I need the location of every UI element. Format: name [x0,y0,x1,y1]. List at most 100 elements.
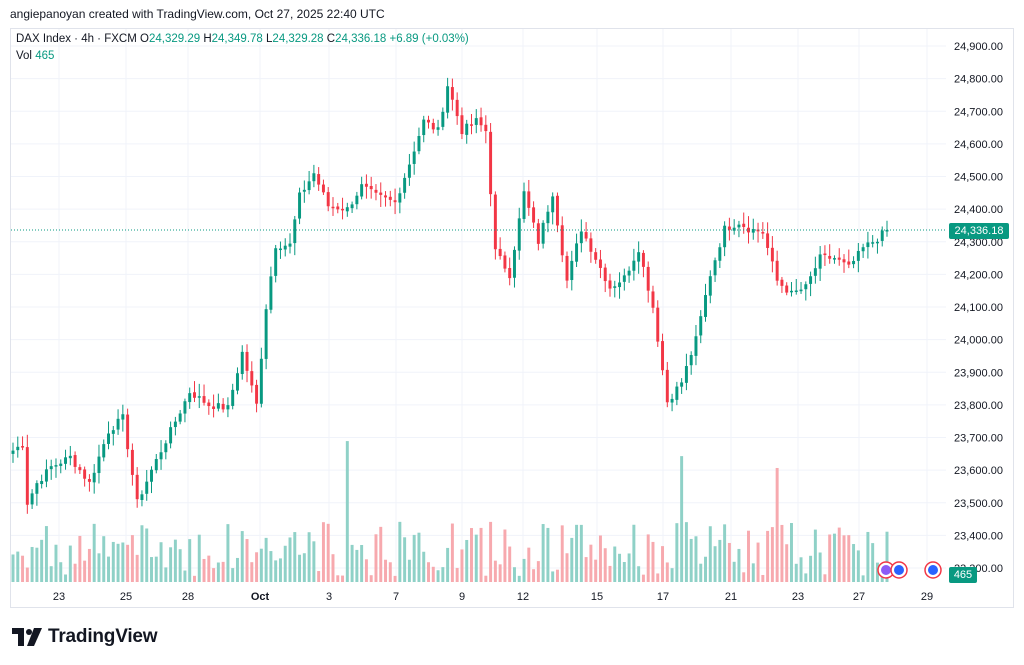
volume-bar [875,562,879,582]
volume-bar [197,534,201,582]
candle-body [584,232,588,239]
volume-bar [761,574,765,582]
candle-body [441,111,445,127]
volume-bar [770,527,774,582]
volume-bar [64,574,68,582]
candle-body [216,403,220,409]
legend-vol-value: 465 [35,50,55,62]
volume-bar [632,524,636,582]
volume-bar [699,563,703,582]
candle-body [694,336,698,356]
candle-body [794,290,798,293]
candle-body [718,247,722,261]
volume-bar [570,537,574,582]
volume-bar [312,541,316,582]
candle-body [790,290,793,293]
legend-close: 24,336.18 [335,33,387,45]
event-marker-dot [881,565,891,575]
volume-bar [718,539,722,582]
volume-bar [594,559,598,582]
volume-bar [255,552,259,582]
volume-bar [813,529,817,582]
candle-body [102,444,106,458]
candle-body [321,184,325,193]
volume-bar [732,561,736,582]
tradingview-logo[interactable]: TradingView [12,626,158,648]
volume-bar [226,524,230,582]
volume-bar [804,573,808,582]
volume-bar [823,574,827,582]
volume-bar [866,531,870,582]
candle-body [92,472,96,483]
volume-bar [737,548,741,582]
candle-body [25,447,29,505]
legend-change: +6.89 (+0.03%) [389,33,469,45]
volume-bar [828,534,832,582]
candle-body [431,122,435,130]
volume-bar [708,526,712,582]
volume-bar [785,544,789,582]
candle-body [450,87,454,100]
candle-body [355,195,359,205]
volume-bar [775,467,779,582]
volume-bar [111,541,115,582]
volume-bar [173,539,177,582]
candle-body [622,275,626,282]
volume-bar [847,535,851,582]
y-tick-label: 24,800.00 [954,74,1003,86]
candle-body [832,258,836,260]
volume-bar [689,538,693,582]
candle-body [880,230,884,241]
candle-body [541,222,545,244]
y-tick-label: 23,600.00 [954,465,1003,477]
volume-bar [474,534,478,582]
volume-bar [837,527,841,582]
x-tick-label: 9 [459,591,465,603]
volume-bar [102,536,106,582]
volume-bar [307,532,311,582]
candle-body [169,427,173,444]
legend-open-label: O [140,33,149,45]
volume-bar [489,521,493,582]
candle-body [751,229,755,233]
candle-body [231,389,235,406]
candle-body [130,449,134,475]
candle-body [393,200,397,203]
candle-body [618,282,622,288]
volume-bar [665,562,669,582]
candle-body [379,192,383,195]
volume-bar [68,545,72,582]
volume-bar [369,575,373,582]
volume-bar [278,558,282,582]
candle-body [656,307,660,342]
candle-body [555,195,559,226]
candle-body [11,450,15,454]
candle-body [780,279,784,286]
candle-body [407,164,411,178]
volume-bar [245,539,249,582]
candle-body [885,229,889,232]
volume-bar [684,522,688,582]
volume-bar [584,557,588,582]
volume-bar [302,553,306,582]
candle-body [226,405,230,410]
candle-body [579,231,583,244]
candle-body [732,227,736,231]
candle-body [737,224,741,228]
volume-bar [403,537,407,582]
volume-bar [627,553,631,582]
volume-bar [364,559,368,582]
volume-bar [393,575,397,582]
volume-bar [536,561,540,582]
candle-body [235,373,239,391]
candle-body [111,430,115,434]
candle-body [374,189,378,193]
volume-bar [235,557,239,582]
volume-bar [541,524,545,582]
volume-bar [431,566,435,582]
volume-bar [207,555,211,582]
candle-body [302,189,306,192]
candle-body [546,211,550,224]
volume-bar [135,554,139,582]
volume-bar [116,543,120,582]
